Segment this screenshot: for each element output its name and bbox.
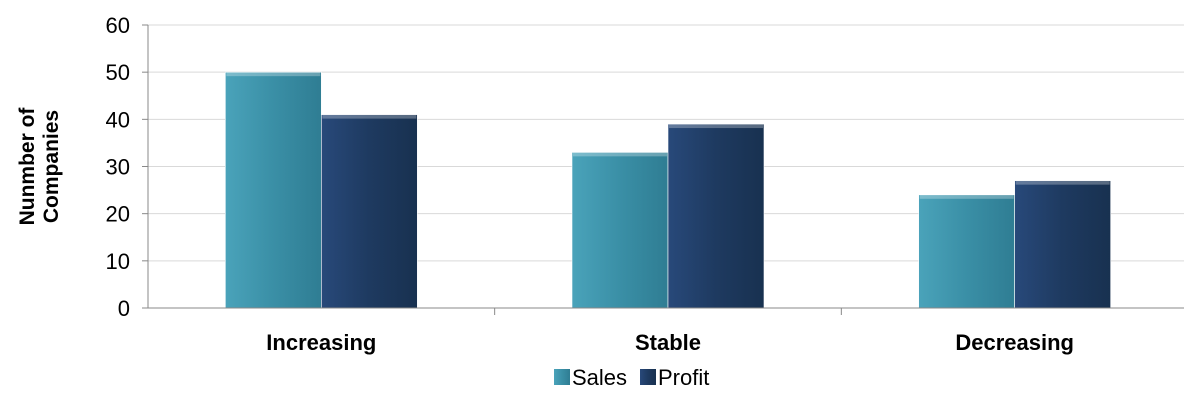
y-tick-label: 0 (118, 296, 130, 321)
x-tick-label: Stable (635, 330, 701, 355)
bar-sales-increasing (225, 71, 322, 309)
bar-sales-stable (571, 152, 669, 309)
axes: 0 10 20 30 40 50 60 Increasing Stable Decreasing (106, 13, 1184, 355)
bar-highlight (322, 114, 417, 119)
y-tick-label: 40 (106, 107, 130, 132)
bar-highlight (669, 124, 763, 129)
x-tick-label: Decreasing (955, 330, 1074, 355)
legend-swatch-profit (640, 369, 656, 385)
bar-highlight (226, 72, 321, 77)
bars (225, 71, 1111, 309)
bar-highlight (573, 152, 667, 157)
y-axis-title: Nunmber of Companies (16, 107, 63, 226)
bar-profit-decreasing (1014, 180, 1111, 309)
legend: Sales Profit (554, 365, 709, 390)
legend-swatch-sales (554, 369, 570, 385)
y-axis-title-line: Companies (40, 110, 63, 223)
y-tick-label: 20 (106, 202, 130, 227)
y-tick-label: 10 (106, 249, 130, 274)
bar-profit-increasing (321, 114, 418, 309)
x-tick-label: Increasing (266, 330, 376, 355)
y-axis-title-line: Nunmber of (16, 107, 39, 226)
bar-profit-stable (667, 123, 765, 309)
y-tick-label: 50 (106, 60, 130, 85)
legend-label-sales: Sales (572, 365, 627, 390)
bar-highlight (919, 194, 1014, 199)
y-tick-label: 60 (106, 13, 130, 38)
bar-highlight (1015, 180, 1110, 185)
bar-sales-decreasing (918, 194, 1015, 309)
legend-label-profit: Profit (658, 365, 709, 390)
y-tick-label: 30 (106, 155, 130, 180)
